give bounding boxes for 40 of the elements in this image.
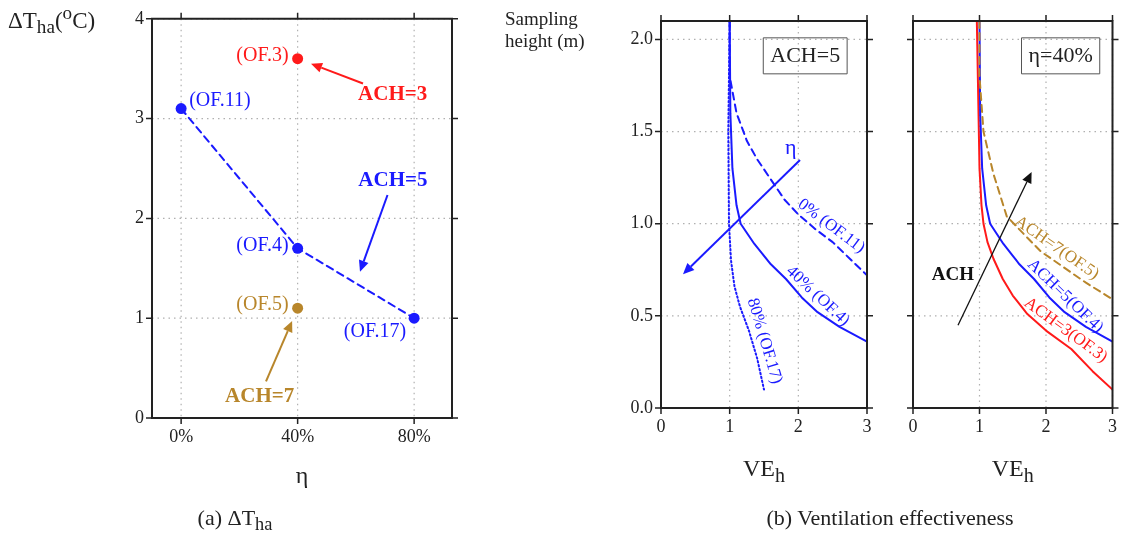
y-tick-label: 0.5 [630, 304, 653, 325]
annotation: (OF.17) [343, 319, 407, 343]
legend-label: ACH=7 [225, 382, 295, 407]
y-tick-label: 0.0 [630, 396, 653, 417]
text: (a) ΔT$_{ha}$ [196, 505, 274, 536]
x-tick-label: 80% [397, 425, 431, 446]
annotation: η [785, 134, 797, 160]
y-tick-label: 2 [135, 207, 144, 228]
x-axis-title: VE$_{h}$ [742, 455, 786, 487]
annotation: (OF.11) [189, 87, 251, 111]
y-tick-label: 2.0 [630, 28, 653, 49]
x-tick-label: 2 [1041, 415, 1051, 436]
annotation: ACH [931, 263, 975, 285]
y-axis-title: ΔT$_{ha}$($^{o}$C) [8, 2, 96, 38]
legend-label: ACH=3 [358, 81, 428, 106]
annotation: (OF.5) [236, 292, 289, 316]
annotation: (OF.3) [236, 42, 289, 66]
y-tick-label: 1.0 [630, 212, 653, 233]
y-tick-label: 4 [135, 7, 144, 28]
y-tick-label: 1 [135, 306, 144, 327]
x-tick-label: 0% [169, 425, 194, 446]
x-tick-label: 40% [281, 425, 315, 446]
annotation: ACH=5 [770, 41, 841, 67]
annotation: η=40% [1028, 41, 1093, 67]
x-tick-label: 1 [975, 415, 984, 436]
x-axis-title: η [294, 462, 310, 489]
x-axis-title: VE$_{h}$ [990, 455, 1035, 487]
x-tick-label: 2 [793, 415, 803, 436]
x-tick-label: 0 [656, 415, 666, 436]
text: 80% (OF.17) [743, 295, 788, 386]
x-tick-label: 3 [862, 415, 872, 436]
annotation: (OF.4) [236, 232, 289, 256]
x-tick-label: 3 [1108, 415, 1117, 436]
y-axis-title: Sampling height (m) [505, 8, 586, 52]
text: (b) Ventilation effectiveness [765, 505, 1015, 531]
x-tick-label: 1 [725, 415, 735, 436]
x-tick-label: 0 [908, 415, 918, 436]
y-tick-label: 3 [135, 107, 144, 128]
text: ACH=5 [358, 166, 428, 191]
y-tick-label: 1.5 [630, 120, 653, 141]
